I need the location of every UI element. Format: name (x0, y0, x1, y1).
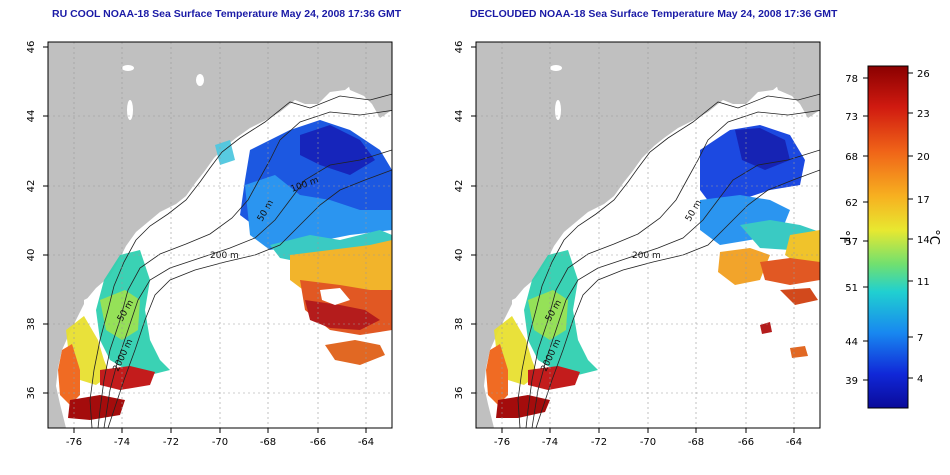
colorbar-f-tick: 39 (845, 376, 858, 387)
colorbar-gradient (867, 65, 909, 409)
colorbar-f-tick: 62 (845, 198, 858, 209)
x-tick-label: -74 (114, 437, 130, 448)
colorbar-c-tick: 14 (917, 235, 930, 246)
colorbar-f-tick: 57 (845, 237, 858, 248)
bathymetry-contours (89, 93, 392, 428)
sst-overlay (486, 125, 820, 418)
y-tick-label: 38 (454, 318, 465, 331)
y-tick-label: 42 (26, 180, 37, 193)
x-tick-label: -70 (212, 437, 228, 448)
colorbar-c-tick: 7 (917, 333, 923, 344)
colorbar-f-tick: 44 (845, 337, 858, 348)
map-title-right: DECLOUDED NOAA-18 Sea Surface Temperatur… (470, 8, 838, 20)
y-tick-label: 46 (26, 41, 37, 54)
colorbar-f-tick: 68 (845, 152, 858, 163)
map-title-left: RU COOL NOAA-18 Sea Surface Temperature … (52, 8, 402, 20)
bathymetry-contours (517, 93, 820, 428)
colorbar-c-tick: 17 (917, 195, 930, 206)
x-tick-label: -70 (640, 437, 656, 448)
y-tick-label: 38 (26, 318, 37, 331)
y-tick-label: 44 (26, 110, 37, 123)
y-tick-label: 40 (26, 249, 37, 262)
colorbar-f-tick: 51 (845, 283, 858, 294)
colorbar-c-tick: 11 (917, 277, 930, 288)
x-tick-label: -68 (688, 437, 704, 448)
x-tick-label: -68 (260, 437, 276, 448)
y-tick-label: 36 (454, 387, 465, 400)
y-tick-label: 36 (26, 387, 37, 400)
map-panel-right: 50 m 200 m 50 m 2000 m (454, 41, 821, 448)
y-tick-label: 42 (454, 180, 465, 193)
colorbar-c-tick: 26 (917, 69, 930, 80)
colorbar-c-tick: 20 (917, 152, 930, 163)
x-tick-label: -72 (591, 437, 607, 448)
x-tick-label: -72 (163, 437, 179, 448)
contour-label: 200 m (210, 251, 239, 261)
x-tick-label: -66 (738, 437, 754, 448)
map-panel-left: 100 m 50 m 200 m 50 m 2000 m (26, 41, 393, 448)
colorbar-c-label: °C (926, 229, 941, 245)
y-tick-label: 44 (454, 110, 465, 123)
colorbar-f-tick: 73 (845, 112, 858, 123)
colorbar-f-tick: 78 (845, 74, 858, 85)
colorbar-c-tick: 23 (917, 109, 930, 120)
x-tick-label: -76 (494, 437, 510, 448)
colorbar-c-tick: 4 (917, 374, 923, 385)
land-mass (476, 42, 820, 428)
sst-overlay (58, 120, 392, 420)
contour-label: 200 m (632, 251, 661, 261)
x-tick-label: -76 (66, 437, 82, 448)
colorbar-f-label: °F (836, 230, 851, 244)
x-tick-label: -74 (542, 437, 558, 448)
y-tick-label: 40 (454, 249, 465, 262)
land-mass (48, 42, 392, 428)
x-tick-label: -64 (358, 437, 374, 448)
x-tick-label: -64 (786, 437, 802, 448)
y-tick-label: 46 (454, 41, 465, 54)
x-tick-label: -66 (310, 437, 326, 448)
temperature-colorbar: 78 73 68 62 57 51 44 39 26 23 20 17 14 1… (836, 65, 941, 409)
